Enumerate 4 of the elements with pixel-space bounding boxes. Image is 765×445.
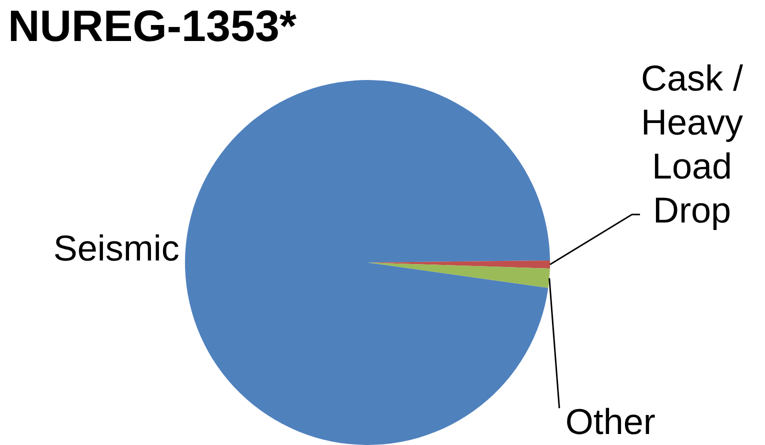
slice-label: Cask / Heavy Load Drop	[640, 57, 744, 230]
slice-label: Other	[565, 401, 656, 442]
slice-label: Seismic	[53, 227, 180, 268]
chart-title: NUREG-1353*	[8, 2, 297, 52]
